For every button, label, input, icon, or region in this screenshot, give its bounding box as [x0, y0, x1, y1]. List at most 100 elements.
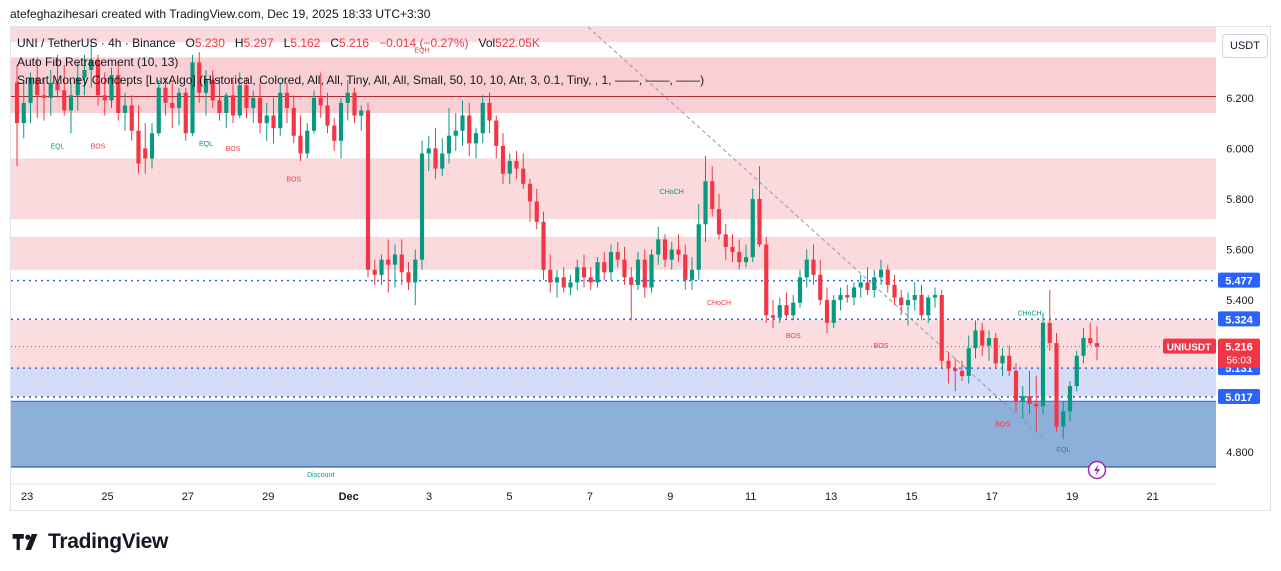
- candle-body: [851, 287, 857, 298]
- y-tick-label: 5.800: [1226, 194, 1254, 206]
- tradingview-brand: TradingView: [48, 530, 169, 553]
- price-label-box: [1218, 311, 1260, 327]
- candle-body: [190, 62, 195, 134]
- candle-body: [500, 145, 506, 174]
- candle-body: [318, 97, 323, 106]
- candle-body: [1067, 386, 1073, 412]
- candle-body: [514, 161, 519, 169]
- candle-body: [548, 269, 553, 283]
- x-tick-label: 9: [667, 491, 673, 503]
- candle-body: [467, 115, 472, 144]
- price-label-box: [1218, 272, 1260, 288]
- candle-body: [919, 295, 924, 316]
- candle-body: [365, 110, 371, 270]
- candle-body: [703, 181, 708, 225]
- candle-body: [89, 59, 94, 70]
- candle-body: [237, 85, 242, 116]
- candle-body: [426, 148, 431, 154]
- zone-supply-current: [11, 320, 1216, 369]
- candle-body: [575, 267, 580, 283]
- legend-low-value: 5.162: [290, 36, 321, 50]
- candle-body: [696, 224, 701, 270]
- candle-body: [1074, 355, 1079, 387]
- candle-body: [1034, 403, 1039, 407]
- candle-body: [608, 252, 614, 273]
- candle-body: [845, 295, 850, 298]
- x-tick-label: 27: [182, 491, 194, 503]
- candle-body: [35, 77, 40, 96]
- smc-label: CHoCH: [1017, 310, 1041, 317]
- candle-body: [372, 269, 377, 275]
- candle-body: [750, 198, 755, 258]
- chart-frame[interactable]: [10, 26, 1271, 511]
- candle-body: [68, 95, 74, 111]
- ticker-label-box: [1163, 338, 1216, 354]
- zone-premium: [11, 27, 1216, 43]
- x-tick-label: 21: [1147, 491, 1159, 503]
- candle-body: [710, 181, 715, 210]
- candle-body: [325, 105, 330, 126]
- smc-label: Discount: [307, 472, 334, 479]
- candle-body: [527, 183, 533, 202]
- candle-body: [136, 130, 141, 164]
- candle-body: [264, 115, 269, 124]
- candle-body: [332, 125, 337, 141]
- legend-indicator-smc[interactable]: Smart Money Concepts [LuxAlgo] (Historic…: [17, 73, 705, 87]
- candle-body: [271, 115, 276, 129]
- candle-body: [102, 95, 107, 101]
- candle-body: [642, 259, 647, 288]
- ticker-label-text: UNIUSDT: [1167, 343, 1211, 354]
- y-tick-label: 4.800: [1226, 447, 1254, 459]
- x-tick-label: 3: [426, 491, 432, 503]
- x-tick-label: 7: [587, 491, 593, 503]
- candle-body: [284, 92, 290, 108]
- price-label-box: [1218, 388, 1260, 404]
- candle-body: [62, 90, 67, 111]
- candle-body: [905, 300, 911, 306]
- candle-body: [615, 252, 620, 260]
- candle-body: [872, 277, 877, 290]
- candle-body: [494, 120, 499, 146]
- candle-body: [912, 295, 917, 301]
- candle-body: [797, 277, 803, 303]
- candle-body: [386, 259, 391, 265]
- tradingview-logo[interactable]: TradingView: [12, 530, 168, 554]
- candle-body: [55, 82, 60, 91]
- candle-body: [561, 277, 566, 288]
- legend-low-label: L: [283, 36, 291, 50]
- candle-body: [359, 110, 364, 116]
- candle-body: [291, 107, 296, 136]
- y-tick-label: 5.600: [1226, 245, 1254, 257]
- candle-body: [163, 87, 168, 103]
- candle-body: [966, 348, 971, 376]
- smc-label: BOS: [995, 422, 1010, 429]
- candle-body: [878, 269, 884, 278]
- candle-body: [224, 95, 229, 113]
- candle-body: [939, 295, 944, 361]
- candle-body: [122, 105, 128, 113]
- candle-body: [770, 315, 776, 318]
- candle-body: [588, 277, 593, 283]
- candle-body: [21, 102, 26, 124]
- candle-body: [723, 234, 728, 247]
- candle-body: [217, 100, 222, 113]
- candle-body: [399, 254, 404, 273]
- legend-symbol[interactable]: UNI / TetherUS · 4h · Binance: [17, 36, 176, 50]
- candle-body: [183, 92, 188, 134]
- candle-body: [446, 135, 452, 154]
- x-tick-label: 11: [745, 491, 756, 503]
- candle-body: [305, 130, 310, 154]
- candle-body: [602, 262, 607, 273]
- candle-body: [413, 259, 418, 283]
- candle-body: [278, 92, 283, 129]
- candle-body: [1013, 370, 1019, 402]
- candle-body: [595, 262, 600, 283]
- candle-body: [210, 80, 215, 101]
- currency-button[interactable]: USDT: [1222, 34, 1268, 58]
- legend-indicator-fib[interactable]: Auto Fib Retracement (10, 13): [17, 54, 179, 69]
- y-tick-label: 5.400: [1226, 295, 1254, 307]
- candle-body: [831, 300, 836, 323]
- candle-body: [662, 239, 668, 260]
- smc-label: EQL: [1056, 447, 1070, 454]
